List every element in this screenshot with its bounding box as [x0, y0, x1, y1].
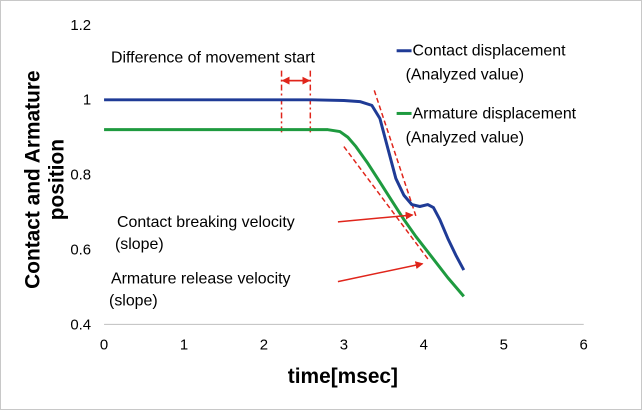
- legend-label: Armature displacement (Analyzed value): [406, 105, 577, 146]
- legend-label: Contact displacement (Analyzed value): [406, 43, 567, 84]
- y-tick-label: 1: [83, 92, 91, 109]
- y-tick-label: 0.8: [70, 167, 91, 184]
- x-tick-label: 3: [340, 336, 348, 353]
- y-tick-label: 0.4: [70, 316, 91, 333]
- annotation-arrow: [337, 261, 424, 283]
- armature-displacement-line: [104, 128, 465, 298]
- contact-displacement-line: [104, 98, 466, 271]
- x-axis-title: time[msec]: [288, 365, 398, 388]
- x-tick-label: 5: [500, 336, 508, 353]
- armature-slope-line: [343, 146, 429, 260]
- y-tick-label: 0.6: [70, 242, 91, 259]
- x-tick-label: 4: [420, 336, 428, 353]
- legend: Contact displacement (Analyzed value) Arma…: [396, 43, 577, 146]
- annotation-labels: Contact breaking velocity (slope) Armature…: [109, 211, 424, 310]
- x-tick-label: 2: [260, 336, 268, 353]
- annotation-label: Armature release velocity (slope): [109, 271, 290, 310]
- annotation-arrow: [337, 211, 414, 223]
- annotation-label: Contact breaking velocity (slope): [115, 214, 295, 253]
- y-tick-label: 1.2: [70, 17, 91, 34]
- x-tick-label: 1: [180, 336, 188, 353]
- contact-slope-line: [373, 90, 417, 217]
- series-lines: [104, 98, 466, 298]
- annotation-movement-start: Difference of movement start: [111, 50, 316, 67]
- y-axis-title: Contact and Armatureposition: [21, 70, 68, 288]
- x-tick-label: 0: [100, 336, 108, 353]
- guide-lines: [280, 70, 429, 260]
- tick-labels: 0 1 2 3 4 5 6 0.4 0.6 0.8 1 1.2: [70, 17, 587, 353]
- x-tick-label: 6: [580, 336, 588, 353]
